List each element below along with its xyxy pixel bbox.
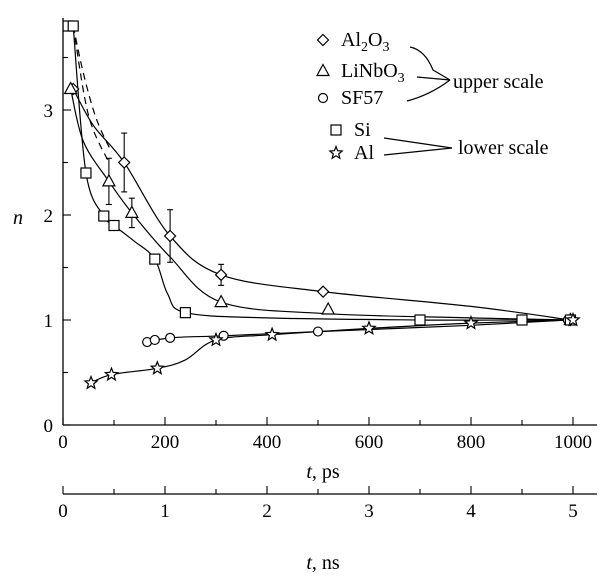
x-axis-title-ps: t, ps <box>306 461 340 483</box>
legend-label-square: Si <box>354 119 371 141</box>
y-axis-title: n <box>13 207 23 229</box>
legend-connector <box>383 137 453 149</box>
point-diamond <box>163 229 177 243</box>
y-tick-label: 2 <box>44 206 54 227</box>
legend-symbol-diamond <box>316 33 330 47</box>
x-tick-label: 600 <box>355 432 384 453</box>
curve-triangle <box>70 88 571 321</box>
point-star <box>208 331 224 347</box>
point-star <box>361 320 377 336</box>
legend-connector <box>409 46 451 81</box>
legend-label-diamond: Al2O3 <box>341 29 389 55</box>
dashed-extrapolation <box>72 25 113 153</box>
point-diamond <box>214 268 228 282</box>
ns-tick-label: 1 <box>160 501 170 522</box>
point-square <box>414 314 426 326</box>
legend-symbol-star <box>328 144 344 160</box>
point-star <box>83 374 99 390</box>
ns-tick-label: 2 <box>262 501 272 522</box>
legend-group-upper: upper scale <box>453 71 544 93</box>
curve-star <box>88 319 574 385</box>
legend-group-lower: lower scale <box>458 137 549 159</box>
legend-connector <box>406 79 451 102</box>
point-diamond <box>117 156 131 169</box>
legend-connector <box>416 76 451 81</box>
point-square <box>179 307 191 319</box>
axes-layer: 0 200 400 600 800 1000 0 1 2 3 0 1 2 3 4 5 <box>44 18 597 522</box>
point-circle <box>165 332 176 343</box>
dashed-extrapolation <box>72 25 110 163</box>
x-tick-label: 200 <box>151 432 180 453</box>
point-diamond <box>316 285 330 298</box>
ns-tick-label: 5 <box>568 501 578 522</box>
point-square <box>80 167 92 179</box>
point-triangle <box>214 294 229 308</box>
point-star <box>463 314 479 330</box>
point-triangle <box>321 301 336 315</box>
ns-tick-label: 0 <box>58 501 68 522</box>
curve-circle <box>144 319 568 344</box>
point-star <box>103 366 120 382</box>
point-square <box>67 20 79 32</box>
point-star <box>565 311 581 327</box>
point-square <box>516 314 528 326</box>
ns-tick-label: 4 <box>466 501 476 522</box>
point-square <box>98 210 110 222</box>
legend-symbol-square <box>330 124 342 136</box>
legend-symbol-circle <box>317 92 329 104</box>
point-circle <box>312 326 324 337</box>
point-square <box>149 253 161 265</box>
point-triangle <box>101 173 116 187</box>
point-star <box>149 360 166 375</box>
point-square <box>108 219 120 232</box>
point-triangle <box>124 205 139 218</box>
y-tick-label: 0 <box>44 416 54 437</box>
y-tick-label: 1 <box>44 311 54 332</box>
legend-connector <box>383 147 453 156</box>
x-tick-label: 1000 <box>554 432 592 453</box>
legend-label-star: Al <box>354 142 374 164</box>
ns-tick-label: 3 <box>364 501 374 522</box>
markers-layer <box>62 20 581 390</box>
x-tick-label: 800 <box>457 432 486 453</box>
legend-label-triangle: LiNbO3 <box>341 60 405 86</box>
legend-label-circle: SF57 <box>341 87 383 109</box>
point-star <box>264 326 280 342</box>
curve-diamond <box>72 88 571 321</box>
x-tick-label: 400 <box>253 432 282 453</box>
x-tick-label: 0 <box>58 432 68 453</box>
x-axis-title-ns: t, ns <box>306 552 340 574</box>
legend-symbol-triangle <box>315 63 331 77</box>
point-circle <box>149 334 160 346</box>
point-triangle <box>63 81 78 95</box>
curve-square <box>72 25 571 321</box>
y-tick-label: 3 <box>44 101 54 122</box>
